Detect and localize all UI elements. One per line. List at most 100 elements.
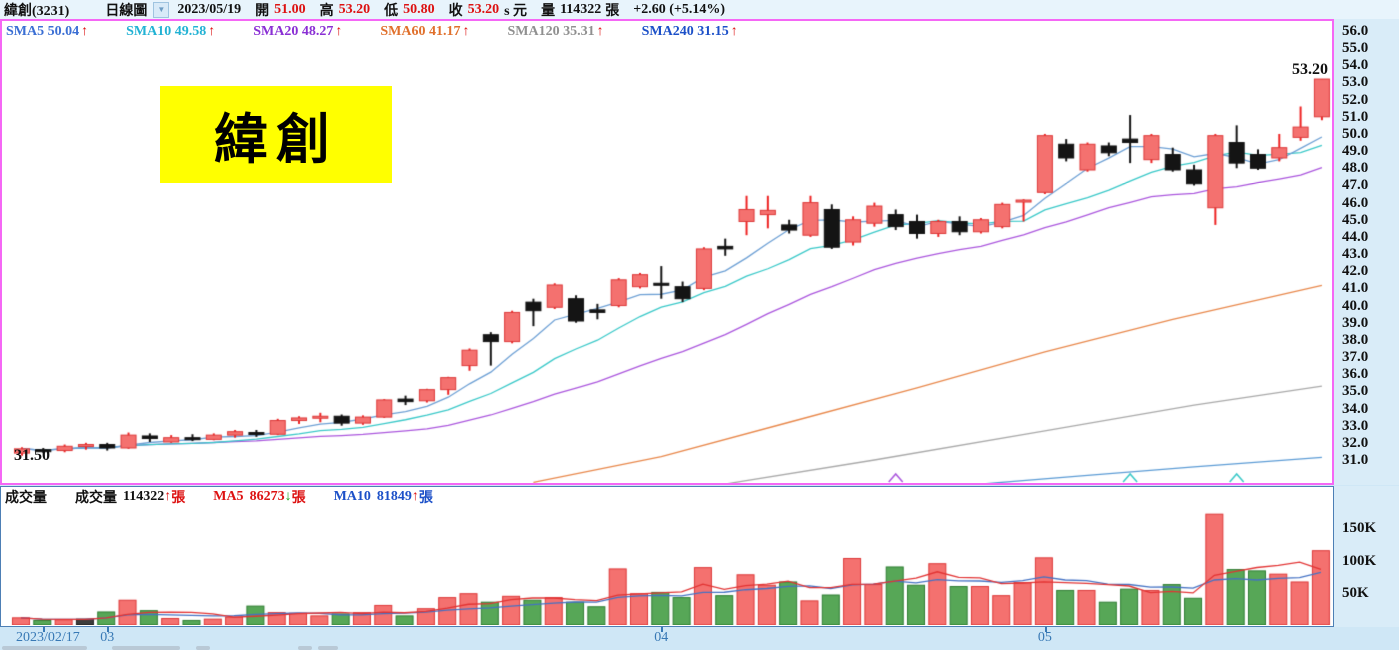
sma-legend-item: SMA20 48.27 ↑	[253, 24, 342, 40]
open-value: 51.00	[274, 1, 306, 17]
volume-axis: 150K 100K 50K	[1334, 486, 1399, 627]
open-label: 開	[255, 3, 270, 19]
last-price-label: 53.20	[1292, 61, 1328, 78]
price-chart-panel: SMA5 50.04 ↑ SMA10 49.58 ↑ SMA20 48.27 ↑ SMA60…	[0, 19, 1334, 485]
price-tick-label: 31.0	[1342, 452, 1369, 468]
volume-chart[interactable]	[1, 505, 1333, 625]
sma-legend-text: SMA5 50.04	[6, 24, 80, 39]
price-tick-label: 50.0	[1342, 125, 1369, 142]
price-tick-label: 47.0	[1342, 177, 1369, 194]
close-label: 收	[448, 3, 463, 19]
price-tick-label: 39.0	[1342, 314, 1369, 331]
price-tick-label: 51.0	[1342, 108, 1369, 125]
sma-legend-item: SMA240 31.15 ↑	[642, 24, 738, 40]
chart-type-label[interactable]: 日線圖	[105, 3, 148, 19]
date-tick-label: 03	[100, 630, 115, 645]
volume-panel-title: 成交量	[5, 491, 47, 506]
volume-label: 量	[541, 3, 556, 19]
volume-series-unit: 張	[171, 491, 186, 506]
volume-tick-label: 50K	[1342, 585, 1369, 602]
scrollbar-fragment[interactable]	[112, 646, 180, 650]
ticker-symbol: 緯創(3231)	[4, 3, 70, 19]
price-tick-label: 32.0	[1342, 434, 1369, 451]
volume-tick-label: 150K	[1342, 520, 1377, 537]
price-tick-label: 36.0	[1342, 366, 1369, 383]
price-change: +2.60 (+5.14%)	[633, 1, 726, 17]
sma-up-arrow-icon: ↑	[730, 24, 738, 39]
sma-up-arrow-icon: ↑	[335, 24, 343, 39]
price-tick-label: 52.0	[1342, 91, 1369, 108]
price-tick-label: 56.0	[1342, 23, 1369, 39]
sma-legend-item: SMA120 35.31 ↑	[508, 24, 604, 40]
volume-ma5-value: 86273	[249, 489, 285, 504]
high-label: 高	[319, 3, 334, 19]
price-tick-label: 53.0	[1342, 74, 1369, 91]
price-tick-label: 55.0	[1342, 40, 1369, 57]
chart-date: 2023/05/19	[177, 1, 242, 17]
date-tick-mark	[1044, 627, 1047, 632]
price-tick-label: 40.0	[1342, 297, 1369, 314]
price-tick-label: 49.0	[1342, 143, 1369, 160]
scrollbar-fragment[interactable]	[318, 646, 338, 650]
scrollbar-fragment[interactable]	[298, 646, 312, 650]
volume-up-arrow-icon: ↑	[164, 489, 172, 504]
volume-ma5-down-arrow-icon: ↓	[284, 489, 292, 504]
first-price-label: 31.50	[14, 447, 50, 464]
date-tick-mark	[43, 627, 46, 632]
header-bar: 緯創(3231) 日線圖 ▼ 2023/05/19 開 51.00 高 53.2…	[0, 0, 1399, 19]
price-tick-label: 33.0	[1342, 417, 1369, 434]
price-tick-label: 45.0	[1342, 211, 1369, 228]
sma-legend-item: SMA60 41.17 ↑	[380, 24, 469, 40]
close-value: 53.20	[467, 1, 500, 17]
price-tick-label: 37.0	[1342, 349, 1369, 366]
price-tick-label: 46.0	[1342, 194, 1369, 211]
scrollbar-fragment[interactable]	[196, 646, 210, 650]
sma-legend-text: SMA10 49.58	[126, 24, 207, 39]
price-tick-label: 44.0	[1342, 228, 1369, 245]
sma-legend: SMA5 50.04 ↑ SMA10 49.58 ↑ SMA20 48.27 ↑ SMA60…	[6, 24, 776, 40]
date-axis: 2023/02/17 03 04 05	[0, 627, 1399, 650]
sma-legend-item: SMA10 49.58 ↑	[126, 24, 215, 40]
volume-ma10-value: 81849	[376, 489, 412, 504]
volume-unit: 張	[605, 3, 620, 19]
date-tick-label: 05	[1037, 630, 1052, 645]
volume-series-label: 成交量	[75, 491, 117, 506]
chevron-down-icon[interactable]: ▼	[153, 1, 170, 18]
volume-value: 114322	[560, 1, 602, 17]
date-tick-mark	[107, 627, 110, 632]
low-value: 50.80	[403, 1, 435, 17]
high-value: 53.20	[338, 1, 371, 17]
price-axis: 56.0 55.0 54.0 53.0 52.0 51.0 50.0 49.0 48.0 47.0…	[1334, 19, 1399, 485]
price-tick-label: 35.0	[1342, 383, 1369, 400]
price-tick-label: 34.0	[1342, 400, 1369, 417]
sma-legend-text: SMA60 41.17	[380, 24, 461, 39]
date-tick-label: 2023/02/17	[16, 630, 80, 645]
ticker-badge: 緯創	[160, 86, 392, 183]
volume-tick-label: 100K	[1342, 552, 1377, 569]
volume-header: 成交量 成交量 114322 ↑ 張 MA5 86273 ↓ 張 MA10 81…	[5, 488, 433, 506]
volume-ma10-unit: 張	[418, 491, 433, 506]
sma-up-arrow-icon: ↑	[462, 24, 470, 39]
volume-panel: 成交量 成交量 114322 ↑ 張 MA5 86273 ↓ 張 MA10 81…	[0, 486, 1334, 627]
date-tick-mark	[661, 627, 664, 632]
volume-ma5-label: MA5	[213, 489, 244, 504]
price-tick-label: 41.0	[1342, 280, 1369, 297]
sma-legend-text: SMA20 48.27	[253, 24, 334, 39]
volume-series-value: 114322	[123, 489, 165, 504]
price-tick-label: 54.0	[1342, 57, 1369, 74]
sma-up-arrow-icon: ↑	[208, 24, 216, 39]
low-label: 低	[384, 3, 399, 19]
sma-up-arrow-icon: ↑	[81, 24, 89, 39]
sma-up-arrow-icon: ↑	[596, 24, 604, 39]
price-tick-label: 42.0	[1342, 263, 1369, 280]
volume-ma10-label: MA10	[333, 489, 371, 504]
price-tick-label: 38.0	[1342, 331, 1369, 348]
sma-legend-item: SMA5 50.04 ↑	[6, 24, 88, 40]
sma-legend-text: SMA240 31.15	[641, 24, 729, 39]
scrollbar-fragment[interactable]	[2, 646, 87, 650]
price-tick-label: 43.0	[1342, 246, 1369, 263]
volume-ma5-unit: 張	[291, 491, 306, 506]
close-suffix: s 元	[504, 3, 528, 19]
volume-ma10-up-arrow-icon: ↑	[411, 489, 419, 504]
